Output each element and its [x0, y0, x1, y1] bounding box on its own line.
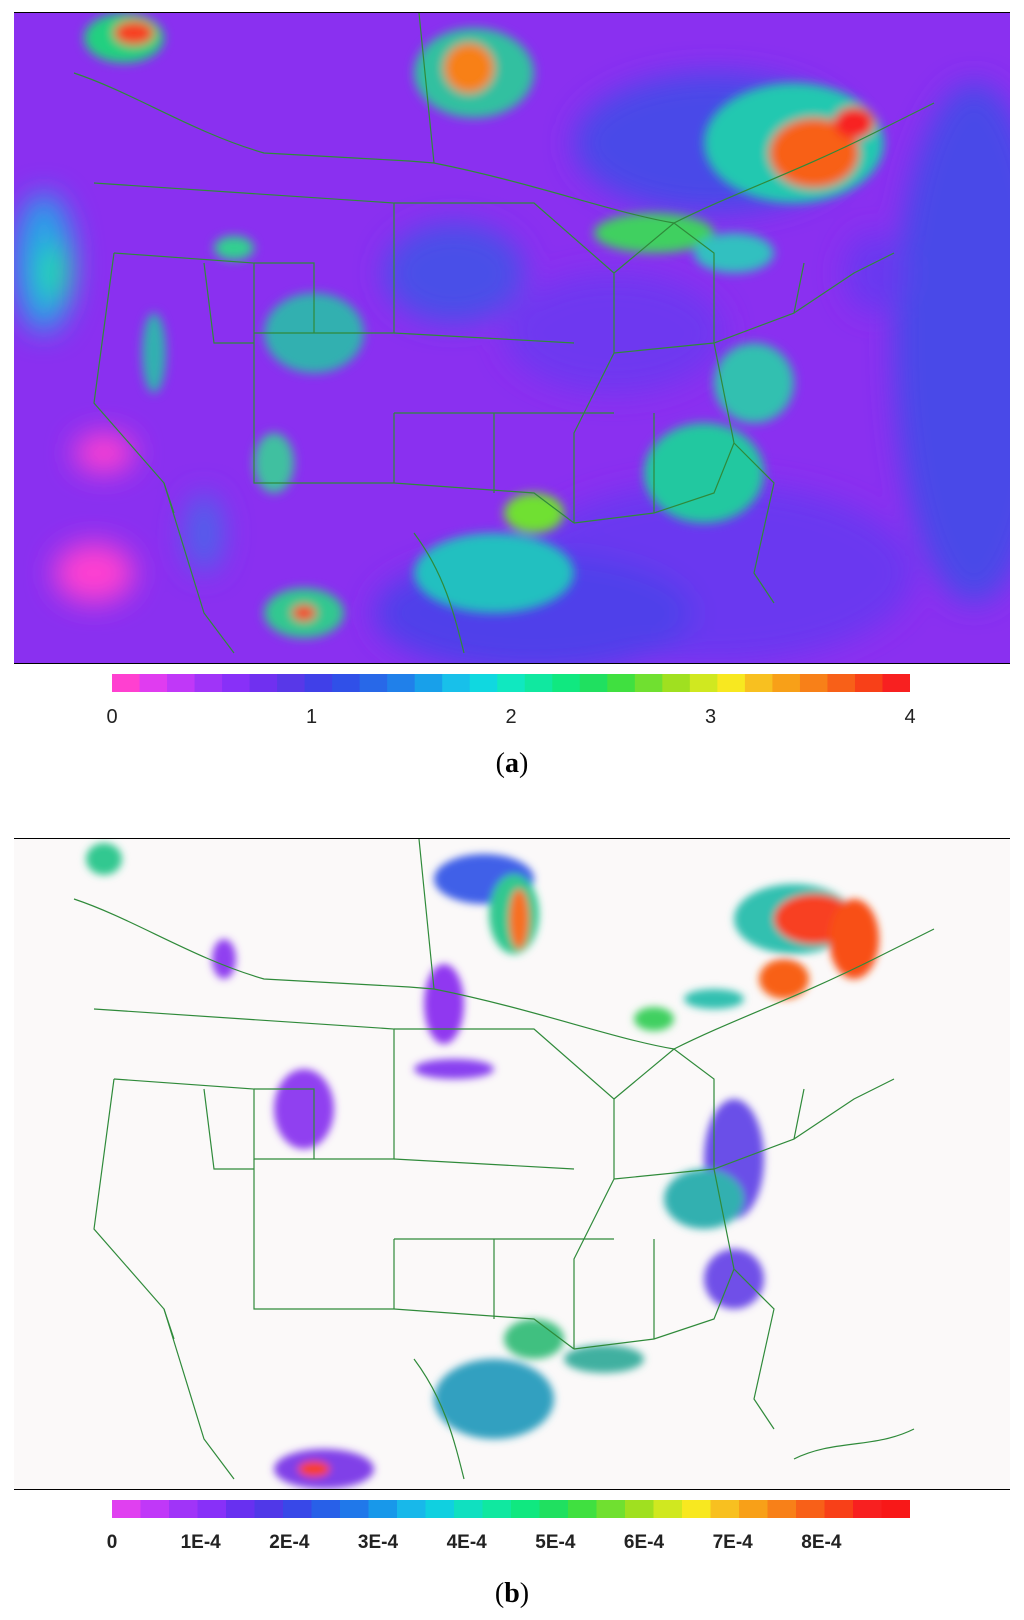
colorbar-b-swatch [425, 1500, 455, 1518]
colorbar-a-swatch [662, 674, 691, 692]
map-a-boundaries [73, 13, 935, 654]
panel-caption-b: (b) [494, 1578, 530, 1609]
colorbar-a-tick-label: 2 [505, 706, 517, 728]
colorbar-a [112, 674, 910, 692]
colorbar-a-swatch [772, 674, 801, 692]
colorbar-a-swatch [524, 674, 553, 692]
colorbar-b-swatch [539, 1500, 569, 1518]
colorbar-b-swatch [568, 1500, 598, 1518]
colorbar-b-tick-label: 6E-4 [623, 1532, 665, 1553]
colorbar-b-swatch [625, 1500, 655, 1518]
colorbar-b-tick-label: 0 [106, 1532, 118, 1553]
colorbar-b-swatch [824, 1500, 854, 1518]
colorbar-a-tick-label: 0 [106, 706, 118, 728]
colorbar-a-swatch [469, 674, 498, 692]
colorbar-b-swatch [283, 1500, 313, 1518]
colorbar-a-swatch [744, 674, 774, 692]
map-b-svg [14, 839, 1010, 1489]
colorbar-b-swatch [796, 1500, 826, 1518]
colorbar-b-swatch [169, 1500, 199, 1518]
colorbar-a-swatch [277, 674, 306, 692]
colorbar-a-swatch [139, 674, 168, 692]
colorbar-a-tick-label: 4 [904, 706, 916, 728]
colorbar-a-swatch [882, 674, 910, 692]
colorbar-b-swatch [112, 1500, 142, 1518]
colorbar-a-swatch [387, 674, 416, 692]
colorbar-b-swatch [454, 1500, 484, 1518]
colorbar-b-swatch [739, 1500, 769, 1518]
colorbar-b-swatch [311, 1500, 341, 1518]
colorbar-b-tick-label: 1E-4 [180, 1532, 221, 1553]
colorbar-a-swatch [222, 674, 251, 692]
colorbar-b-swatch [682, 1500, 712, 1518]
colorbar-a-swatch [304, 674, 333, 692]
colorbar-a-swatch [717, 674, 746, 692]
colorbar-b-tick-label: 2E-4 [269, 1532, 310, 1553]
colorbar-b-swatch [710, 1500, 740, 1518]
colorbar-b-swatch [653, 1500, 683, 1518]
colorbar-b-tick-label: 5E-4 [535, 1532, 576, 1553]
colorbar-a-swatch [112, 674, 141, 692]
colorbar-a-swatch [249, 674, 278, 692]
panel-letter-a: a [505, 748, 519, 779]
colorbar-a-swatch [634, 674, 663, 692]
colorbar-b-swatch [511, 1500, 541, 1518]
colorbar-b-swatch [254, 1500, 284, 1518]
colorbar-b-swatch [368, 1500, 398, 1518]
map-b-patches [86, 843, 879, 1489]
colorbar-a-swatch [552, 674, 581, 692]
colorbar-b-swatch [226, 1500, 256, 1518]
colorbar-a-swatch [497, 674, 526, 692]
colorbar-a-swatch [689, 674, 718, 692]
colorbar-b [112, 1500, 910, 1518]
panel-caption-a: (a) [495, 748, 529, 779]
map-b-boundaries [73, 839, 935, 1480]
colorbar-b-swatch [881, 1500, 910, 1518]
colorbar-b-swatch [767, 1500, 797, 1518]
panel-letter-b: b [504, 1578, 520, 1609]
colorbar-b-swatch [596, 1500, 626, 1518]
colorbar-b-tick-label: 7E-4 [712, 1532, 753, 1553]
colorbar-b-swatch [853, 1500, 883, 1518]
colorbar-b-tick-label: 8E-4 [801, 1532, 842, 1553]
map-a-svg [14, 13, 1010, 663]
colorbar-b-swatch [340, 1500, 370, 1518]
colorbar-a-swatch [579, 674, 608, 692]
colorbar-b-swatch [197, 1500, 227, 1518]
colorbar-a-swatch [607, 674, 636, 692]
colorbar-a-swatch [854, 674, 884, 692]
colorbar-a-swatch [167, 674, 196, 692]
map-panel-b [14, 838, 1010, 1490]
colorbar-b-swatch [140, 1500, 170, 1518]
colorbar-a-swatch [194, 674, 223, 692]
colorbar-b-tick-label: 3E-4 [357, 1532, 399, 1553]
colorbar-b-tick-label: 4E-4 [446, 1532, 487, 1553]
colorbar-a-swatch [414, 674, 443, 692]
map-panel-a [14, 12, 1010, 664]
colorbar-a-swatch [827, 674, 856, 692]
colorbar-a-tick-label: 3 [704, 706, 717, 728]
colorbar-a-swatch [799, 674, 829, 692]
colorbar-a-swatch [332, 674, 361, 692]
colorbar-b-swatch [482, 1500, 512, 1518]
colorbar-a-swatch [442, 674, 471, 692]
colorbar-a-tick-label: 1 [305, 706, 318, 728]
colorbar-a-swatch [359, 674, 388, 692]
colorbar-b-swatch [397, 1500, 427, 1518]
